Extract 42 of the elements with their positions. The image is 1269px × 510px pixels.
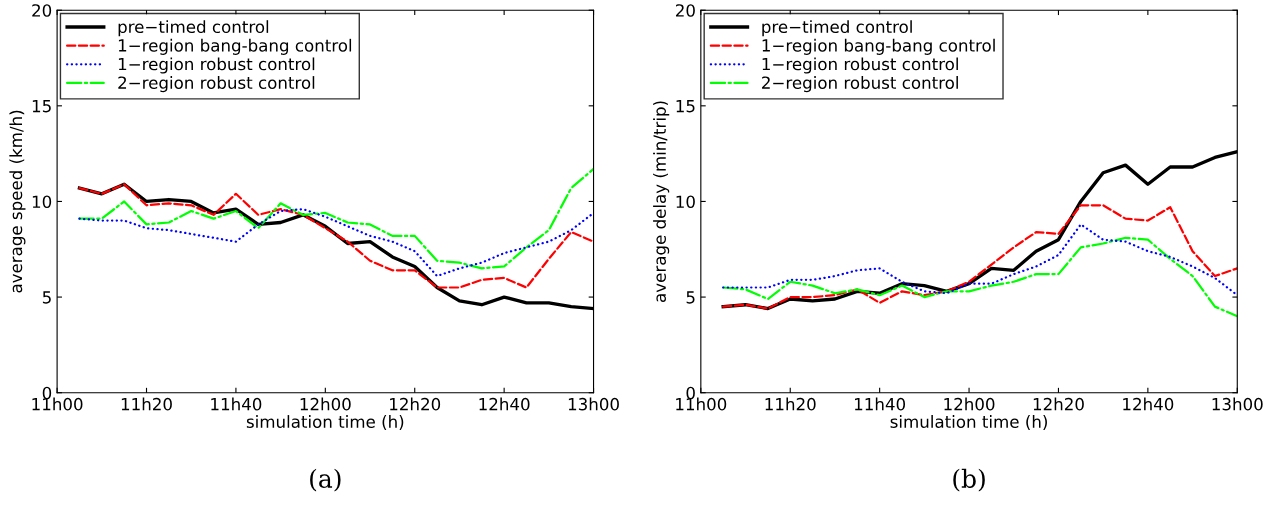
x-tick-label: 11h20 bbox=[121, 397, 172, 411]
line-series bbox=[722, 236, 1238, 318]
text: (b) bbox=[953, 468, 985, 492]
legend-label: 2−region robust control bbox=[118, 76, 315, 93]
line-series bbox=[78, 207, 594, 278]
line-series bbox=[722, 204, 1238, 310]
x-tick-label: 11h00 bbox=[676, 397, 727, 411]
text: (a) bbox=[310, 468, 341, 492]
line-series bbox=[78, 183, 594, 289]
x-tick-label: 11h20 bbox=[765, 397, 816, 411]
legend-label: 1−region bang-bang control bbox=[762, 38, 995, 55]
x-axis-title: simulation time (h) bbox=[890, 415, 1047, 430]
y-tick-label: 15 bbox=[676, 100, 695, 113]
x-tick-label: 12h00 bbox=[944, 397, 995, 411]
x-tick-label: 12h20 bbox=[390, 397, 441, 411]
x-tick-label: 12h00 bbox=[300, 397, 351, 411]
x-axis-title: simulation time (h) bbox=[246, 415, 404, 430]
legend-label: pre−timed control bbox=[762, 20, 912, 37]
legend-label: 1−region bang-bang control bbox=[118, 38, 352, 55]
y-tick-label: 20 bbox=[675, 4, 695, 17]
y-tick-label: 0 bbox=[686, 386, 695, 400]
legend-label: 2−region robust control bbox=[762, 76, 958, 93]
x-tick-label: 13h00 bbox=[568, 397, 619, 411]
x-tick-label: 12h40 bbox=[479, 397, 530, 411]
x-tick-label: 11h40 bbox=[854, 397, 906, 411]
y-tick-label: 15 bbox=[32, 100, 51, 113]
x-tick-label: 12h20 bbox=[1033, 397, 1084, 411]
y-axis-title: average speed (km/h) bbox=[9, 110, 26, 293]
line-series bbox=[722, 223, 1238, 297]
y-tick-label: 5 bbox=[686, 291, 695, 304]
legend-label: 1−region robust control bbox=[118, 57, 315, 74]
y-tick-label: 10 bbox=[676, 195, 695, 209]
x-tick-label: 11h40 bbox=[211, 397, 262, 411]
y-tick-label: 10 bbox=[32, 195, 52, 209]
x-tick-label: 13h00 bbox=[1212, 397, 1263, 411]
y-axis-title: average delay (min/trip) bbox=[653, 101, 670, 302]
x-tick-label: 12h40 bbox=[1123, 397, 1174, 411]
y-tick-label: 20 bbox=[32, 4, 52, 17]
y-tick-label: 5 bbox=[42, 291, 51, 304]
legend-label: pre−timed control bbox=[118, 20, 269, 37]
legend-label: 1−region robust control bbox=[762, 57, 958, 74]
line-series bbox=[78, 167, 594, 270]
